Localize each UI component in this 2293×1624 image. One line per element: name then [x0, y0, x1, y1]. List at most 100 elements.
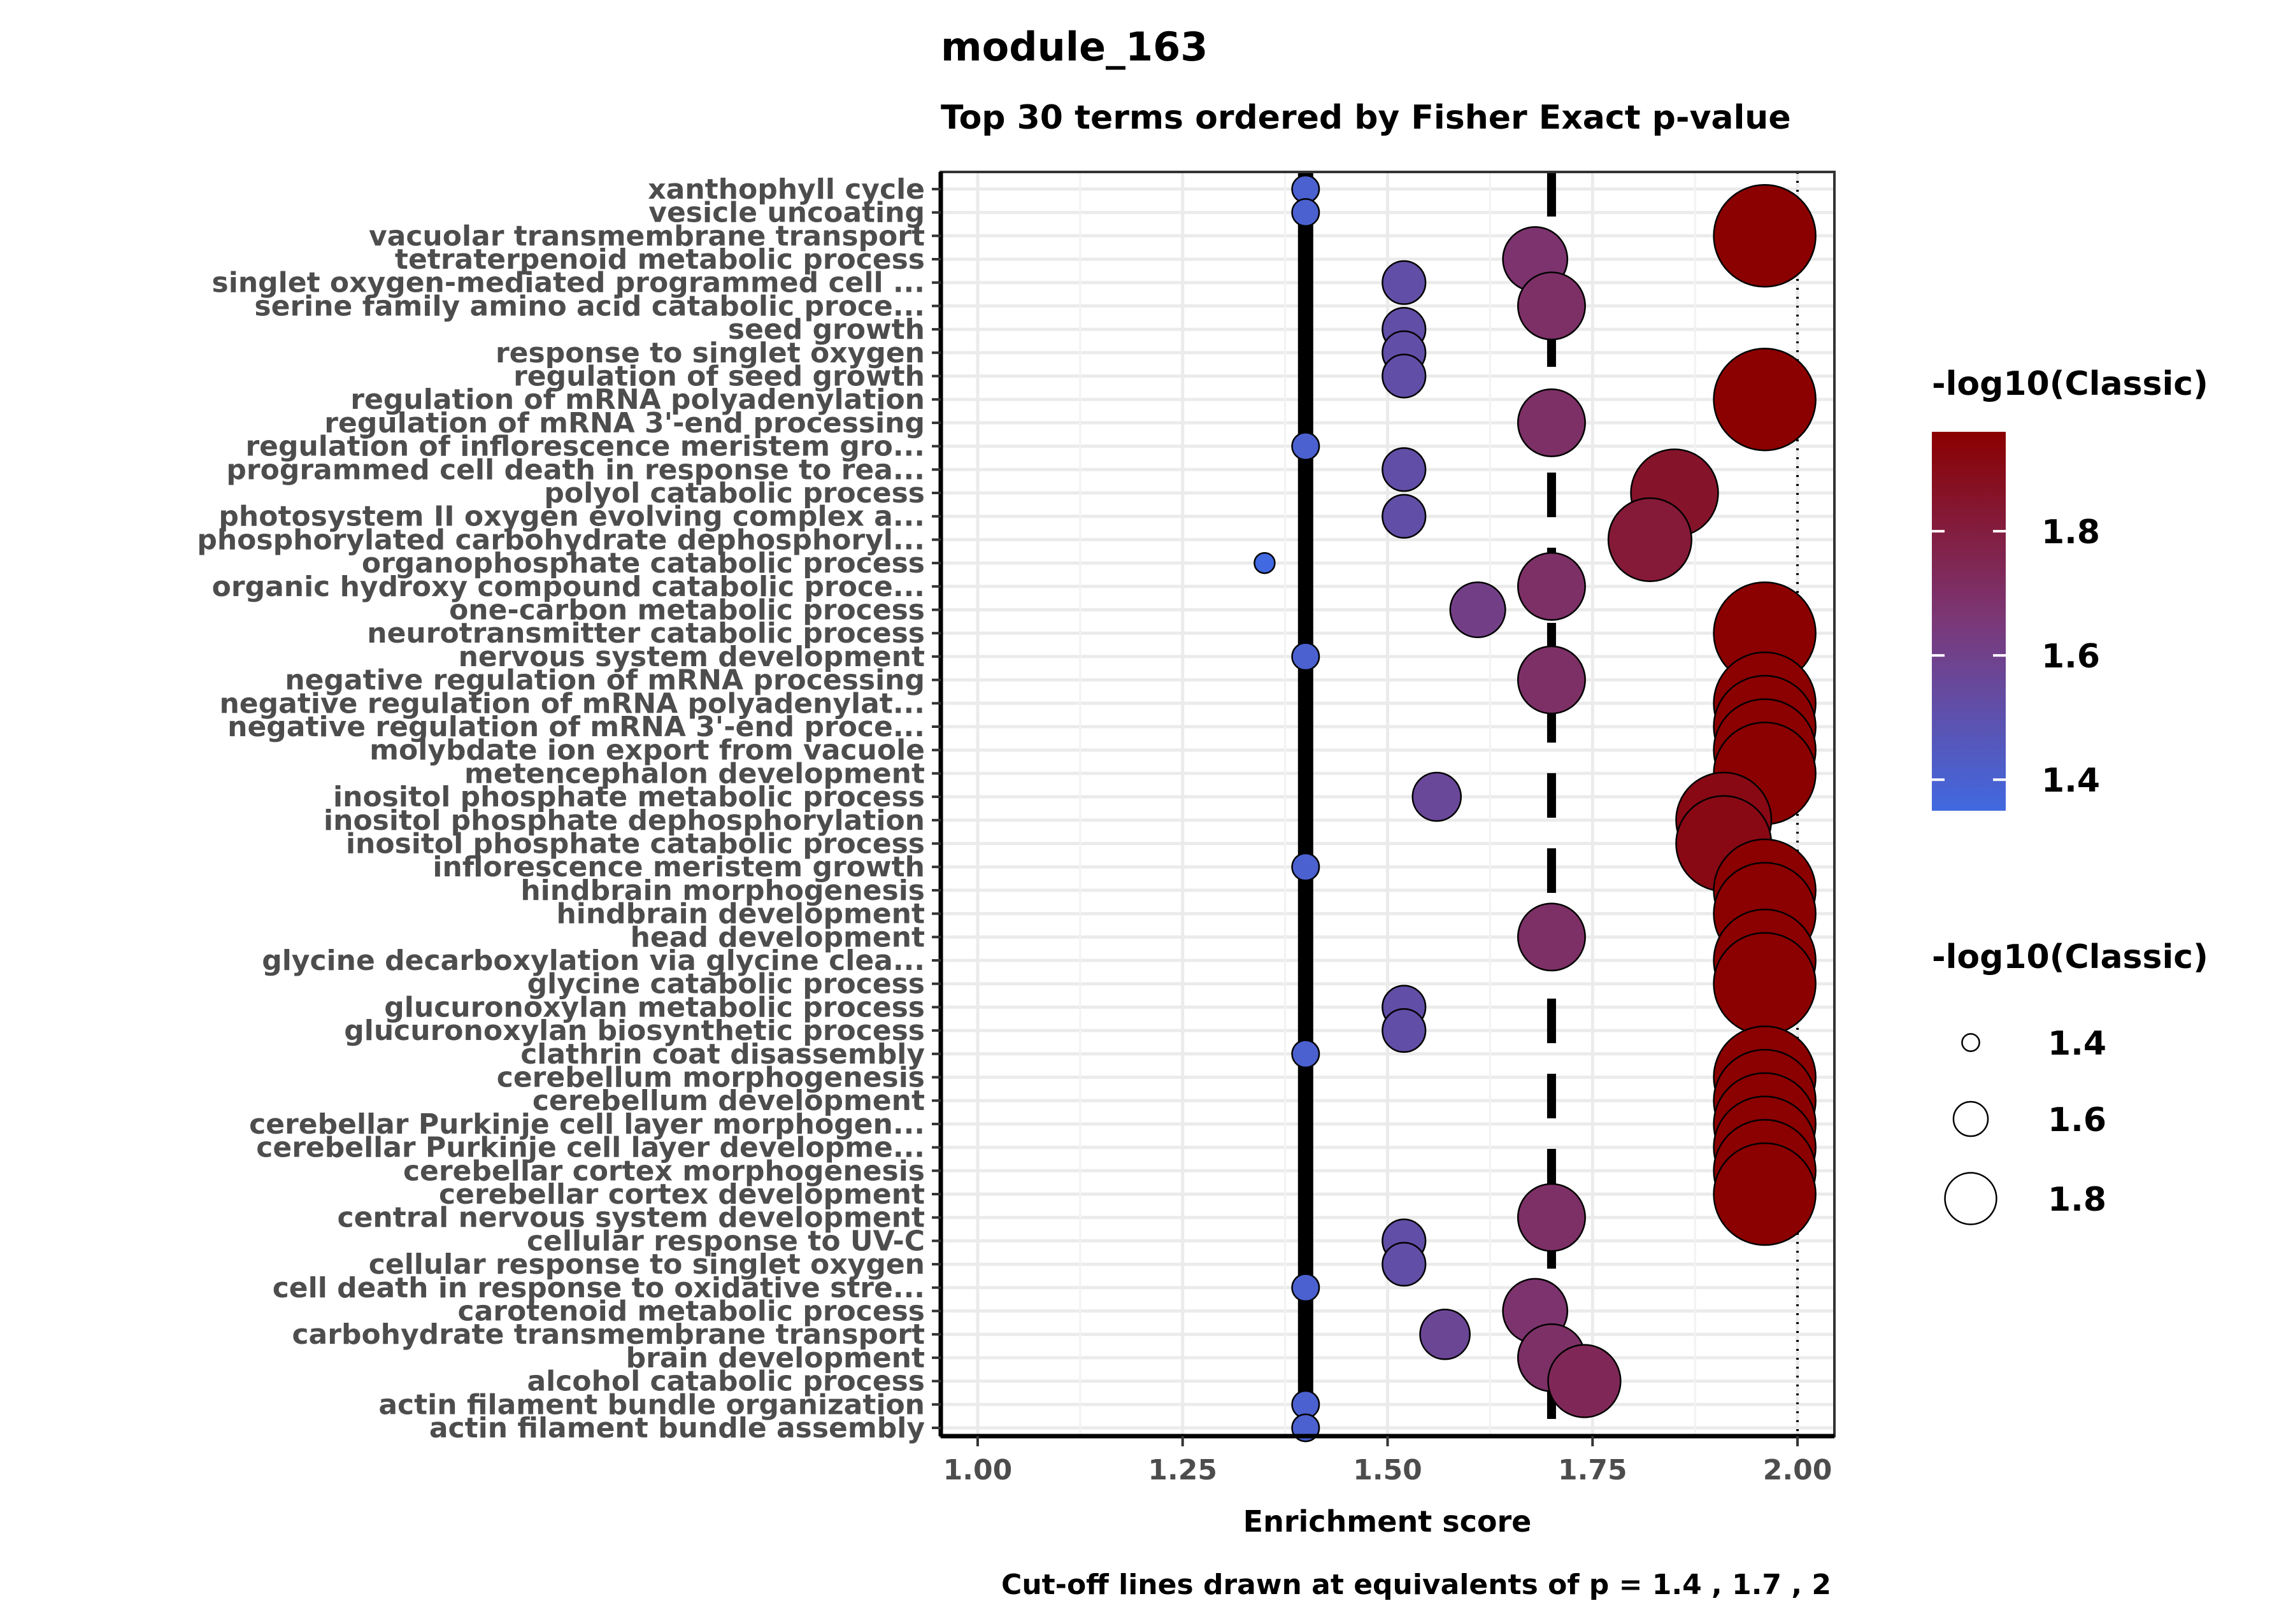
point: [1517, 902, 1586, 972]
color-legend-label: 1.4: [2041, 762, 2100, 800]
y-tick-label: nervous system development: [459, 641, 925, 673]
y-tick-label: organic hydroxy compound catabolic proce…: [212, 571, 925, 603]
size-legend-key: [1961, 1033, 1980, 1052]
y-tick-label: cellular response to singlet oxygen: [369, 1248, 925, 1281]
y-tick-label: response to singlet oxygen: [496, 337, 925, 369]
y-tick-label: cerebellum morphogenesis: [497, 1062, 925, 1094]
y-tick-label: molybdate ion export from vacuole: [369, 734, 925, 767]
y-tick-label: serine family amino acid catabolic proce…: [254, 290, 925, 322]
x-tick-label: 2.00: [1763, 1454, 1832, 1486]
point: [1517, 645, 1586, 715]
y-tick-label: cerebellum development: [532, 1085, 925, 1117]
point: [1382, 1242, 1427, 1287]
point: [1382, 260, 1427, 305]
y-tick-label: brain development: [626, 1342, 925, 1374]
y-tick-label: organophosphate catabolic process: [362, 547, 925, 580]
point: [1517, 271, 1586, 341]
y-tick-label: glycine catabolic process: [527, 968, 925, 1001]
size-legend-label: 1.8: [2048, 1181, 2106, 1219]
point: [1607, 497, 1692, 582]
color-legend-label: 1.8: [2041, 513, 2100, 552]
point: [1382, 353, 1427, 399]
y-tick-label: cerebellar Purkinje cell layer morphogen…: [249, 1108, 925, 1141]
y-tick-label: vacuolar transmembrane transport: [369, 220, 925, 252]
y-tick-label: clathrin coat disassembly: [520, 1038, 925, 1071]
point: [1411, 771, 1462, 822]
y-tick-label: regulation of inflorescence meristem gro…: [245, 431, 925, 463]
y-tick-label: vesicle uncoating: [648, 197, 925, 229]
y-tick-label: seed growth: [728, 313, 925, 346]
caption: Cut-off lines drawn at equivalents of p …: [1001, 1569, 1831, 1601]
y-tick-label: central nervous system development: [338, 1202, 925, 1234]
y-tick-label: programmed cell death in response to rea…: [226, 453, 925, 486]
point: [1713, 184, 1817, 288]
y-tick-label: glucuronoxylan metabolic process: [384, 991, 925, 1023]
size-legend: -log10(Classic) 1.4 1.6 1.8: [1932, 938, 2208, 1225]
point: [1254, 552, 1276, 574]
point: [1547, 1344, 1622, 1418]
y-tick-label: head development: [631, 921, 925, 953]
y-tick-label: actin filament bundle organization: [378, 1388, 925, 1421]
point: [1291, 432, 1320, 461]
y-tick-label: regulation of mRNA 3'-end processing: [324, 407, 925, 439]
y-tick-label: phosphorylated carbohydrate dephosphoryl…: [197, 524, 925, 556]
y-tick-label: inflorescence meristem growth: [432, 851, 925, 883]
point: [1291, 198, 1320, 227]
x-tick-label: 1.00: [943, 1454, 1013, 1486]
chart-title: module_163: [941, 24, 1208, 70]
size-legend-label: 1.4: [2048, 1025, 2106, 1063]
point: [1419, 1308, 1471, 1360]
point: [1713, 347, 1817, 452]
y-tick-label: carbohydrate transmembrane transport: [292, 1318, 925, 1351]
size-legend-key: [1952, 1100, 1989, 1137]
y-tick-label: neurotransmitter catabolic process: [367, 617, 925, 650]
color-legend-title: -log10(Classic): [1932, 365, 2208, 403]
x-axis: 1.00 1.25 1.50 1.75 2.00: [943, 1436, 1832, 1486]
size-legend-label: 1.6: [2048, 1101, 2106, 1139]
y-tick-label: cerebellar cortex morphogenesis: [403, 1155, 925, 1187]
x-axis-label: Enrichment score: [1243, 1504, 1532, 1539]
y-tick-label: inositol phosphate dephosphorylation: [324, 804, 925, 837]
point: [1382, 1008, 1427, 1053]
y-tick-label: xanthophyll cycle: [648, 173, 925, 206]
x-tick-label: 1.75: [1558, 1454, 1627, 1486]
point: [1449, 581, 1506, 639]
x-tick-label: 1.50: [1353, 1454, 1422, 1486]
point: [1517, 1183, 1586, 1252]
y-tick-label: glycine decarboxylation via glycine clea…: [262, 944, 925, 977]
y-tick-label: negative regulation of mRNA 3'-end proce…: [227, 711, 925, 743]
y-tick-label: polyol catabolic process: [544, 477, 925, 509]
size-legend-key: [1944, 1172, 1997, 1225]
point: [1291, 1039, 1320, 1069]
size-legend-title: -log10(Classic): [1932, 938, 2208, 976]
y-tick-label: cell death in response to oxidative stre…: [273, 1272, 925, 1304]
y-tick-label: negative regulation of mRNA polyadenylat…: [219, 687, 925, 720]
y-tick-label: tetraterpenoid metabolic process: [395, 243, 925, 276]
y-tick-label: cerebellar Purkinje cell layer developme…: [256, 1132, 925, 1164]
point: [1291, 852, 1320, 881]
point: [1291, 642, 1320, 671]
chart-subtitle: Top 30 terms ordered by Fisher Exact p-v…: [941, 99, 1791, 137]
y-tick-label: cellular response to UV-C: [527, 1225, 925, 1257]
y-tick-label: alcohol catabolic process: [527, 1365, 925, 1398]
y-tick-label: inositol phosphate metabolic process: [333, 781, 925, 813]
y-tick-label: negative regulation of mRNA processing: [285, 664, 925, 697]
point: [1291, 1273, 1320, 1302]
point: [1382, 447, 1427, 492]
y-tick-label: singlet oxygen-mediated programmed cell …: [212, 267, 925, 299]
size-legend-items: 1.4 1.6 1.8: [1944, 1025, 2106, 1225]
y-tick-label: regulation of seed growth: [513, 360, 925, 393]
point: [1517, 552, 1586, 621]
y-tick-label: one-carbon metabolic process: [449, 594, 925, 627]
y-tick-label: hindbrain morphogenesis: [520, 874, 925, 907]
y-tick-label: hindbrain development: [556, 898, 925, 930]
y-tick-label: cerebellar cortex development: [439, 1178, 925, 1211]
point: [1713, 1142, 1817, 1246]
color-legend-bar: [1932, 432, 2006, 811]
color-legend-ticks: 1.4 1.6 1.8: [1932, 513, 2100, 800]
y-tick-label: glucuronoxylan biosynthetic process: [344, 1015, 925, 1047]
point: [1713, 932, 1817, 1036]
point: [1382, 494, 1427, 539]
